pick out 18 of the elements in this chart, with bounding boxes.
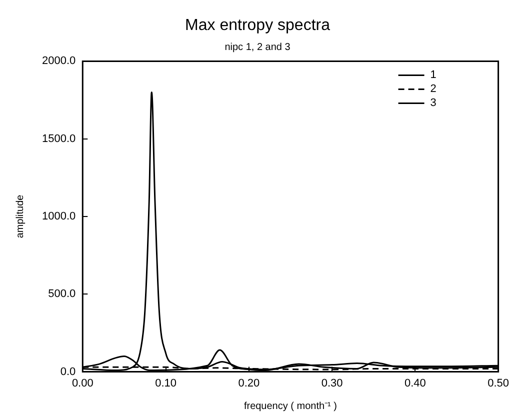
x-axis-title: frequency ( month⁻¹ ) [244,400,337,412]
x-tick-label: 0.10 [155,377,176,390]
y-tick-label: 1500.0 [42,132,76,145]
legend-label: 2 [430,83,436,96]
chart-subtitle: nipc 1, 2 and 3 [224,42,291,53]
x-tick-label: 0.30 [321,377,343,390]
x-tick-label: 0.50 [488,377,510,390]
y-tick-label: 500.0 [48,288,76,300]
x-tick-label: 0.00 [72,377,94,390]
x-tick-label: 0.20 [238,377,260,390]
chart-title: Max entropy spectra [185,17,330,34]
y-axis-title: amplitude [14,194,26,238]
y-tick-label: 1000.0 [42,210,76,223]
legend-label: 3 [430,97,436,110]
y-tick-label: 2000.0 [42,55,76,68]
y-tick-label: 0.0 [60,366,76,378]
x-tick-label: 0.40 [404,377,426,390]
legend-label: 1 [430,69,436,82]
